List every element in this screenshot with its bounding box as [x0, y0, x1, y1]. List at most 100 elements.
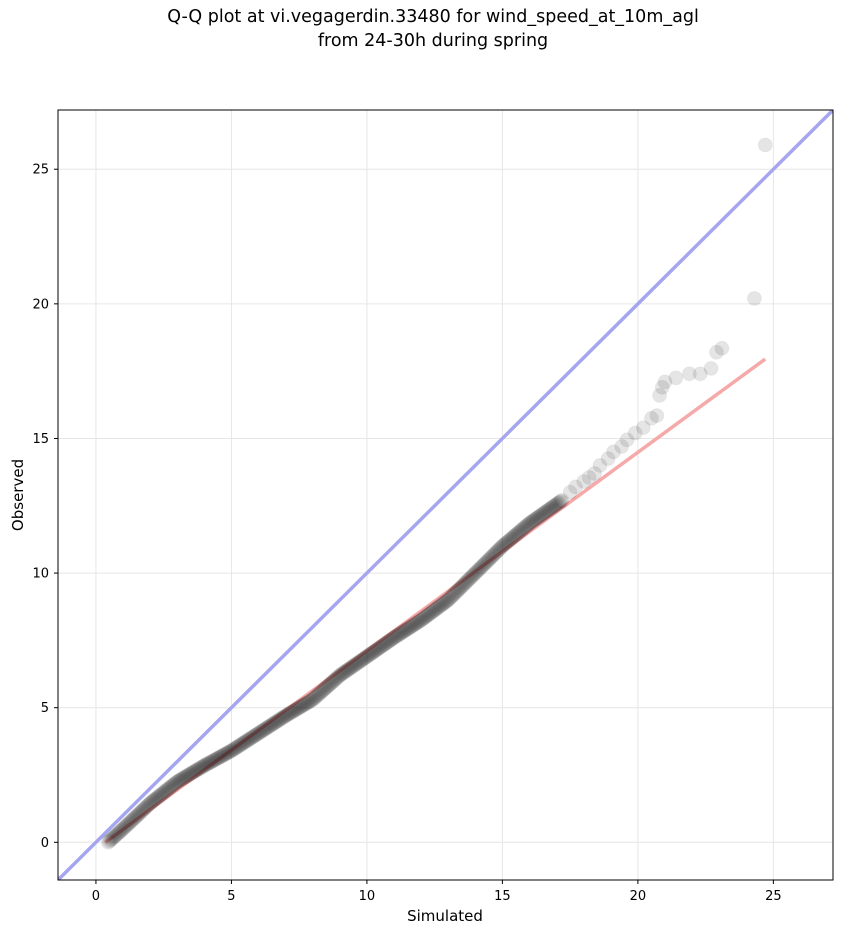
quantile-point — [450, 582, 466, 598]
quantile-point — [446, 586, 462, 602]
quantile-point — [520, 516, 536, 532]
quantile-point — [207, 752, 223, 768]
quantile-point — [362, 646, 378, 662]
quantile-point — [325, 673, 341, 689]
y-axis-label: Observed — [9, 459, 27, 531]
quantile-point — [294, 698, 310, 714]
quantile-point — [146, 792, 162, 808]
x-axis-label: Simulated — [407, 907, 483, 925]
quantile-point — [497, 536, 513, 552]
quantile-point — [350, 654, 366, 670]
quantile-point — [643, 410, 659, 426]
quantile-point — [161, 780, 177, 796]
quantile-point — [330, 669, 346, 685]
quantile-point — [390, 627, 406, 643]
fit-line — [104, 357, 767, 844]
quantile-point — [204, 753, 220, 769]
quantile-point — [475, 557, 491, 573]
quantile-point — [471, 561, 487, 577]
quantile-point — [208, 751, 224, 767]
quantile-point — [164, 778, 180, 794]
quantile-point — [524, 513, 540, 529]
quantile-point — [212, 749, 228, 765]
quantile-point — [176, 770, 192, 786]
quantile-point — [122, 815, 138, 831]
quantile-point — [177, 769, 193, 785]
quantile-point — [110, 826, 126, 842]
quantile-point — [425, 604, 441, 620]
quantile-point — [113, 822, 129, 838]
quantile-point — [256, 722, 272, 738]
quantile-point — [376, 637, 392, 653]
quantile-point — [277, 708, 293, 724]
quantile-point — [142, 795, 158, 811]
quantile-point — [510, 525, 526, 541]
quantile-point — [542, 501, 558, 517]
quantile-point — [562, 484, 578, 500]
quantile-point — [338, 663, 354, 679]
quantile-point — [287, 702, 303, 718]
quantile-point — [614, 439, 630, 455]
quantile-point — [135, 802, 151, 818]
quantile-point — [504, 530, 520, 546]
quantile-point — [324, 674, 340, 690]
quantile-point — [415, 611, 431, 627]
quantile-point — [703, 360, 719, 376]
quantile-point — [159, 782, 175, 798]
quantile-point — [447, 585, 463, 601]
quantile-point — [361, 647, 377, 663]
quantile-point — [150, 789, 166, 805]
quantile-point — [526, 512, 542, 528]
quantile-point — [426, 603, 442, 619]
quantile-point — [137, 800, 153, 816]
quantile-point — [515, 521, 531, 537]
quantile-point — [364, 645, 380, 661]
quantile-point — [549, 496, 565, 512]
quantile-point — [147, 792, 163, 808]
quantile-point — [438, 594, 454, 610]
quantile-point — [235, 735, 251, 751]
quantile-point — [197, 757, 213, 773]
quantile-point — [155, 785, 171, 801]
quantile-point — [501, 532, 517, 548]
quantile-point — [245, 729, 261, 745]
quantile-point — [162, 779, 178, 795]
chart-title-line-1: Q-Q plot at vi.vegagerdin.33480 for wind… — [167, 7, 699, 27]
quantile-point — [523, 514, 539, 530]
quantile-point — [289, 701, 305, 717]
quantile-point — [470, 562, 486, 578]
quantile-point — [188, 763, 204, 779]
quantile-point — [681, 366, 697, 382]
quantile-point — [535, 506, 551, 522]
quantile-point — [505, 529, 521, 545]
quantile-point — [422, 605, 438, 621]
quantile-point — [226, 741, 242, 757]
quantile-point — [263, 717, 279, 733]
quantile-point — [258, 720, 274, 736]
quantile-point — [385, 630, 401, 646]
quantile-point — [452, 580, 468, 596]
quantile-point — [203, 754, 219, 770]
quantile-point — [123, 813, 139, 829]
quantile-point — [170, 774, 186, 790]
quantile-point — [186, 764, 202, 780]
quantile-point — [409, 615, 425, 631]
plot-frame — [57, 109, 834, 881]
quantile-point — [757, 137, 773, 153]
quantile-point — [511, 524, 527, 540]
quantile-point — [541, 502, 557, 518]
quantile-point — [257, 721, 273, 737]
quantile-point — [116, 820, 132, 836]
quantile-point — [493, 540, 509, 556]
quantile-point — [282, 705, 298, 721]
quantile-point — [273, 711, 289, 727]
quantile-point — [449, 584, 465, 600]
quantile-point — [185, 764, 201, 780]
quantile-point — [462, 571, 478, 587]
quantile-point — [444, 588, 460, 604]
quantile-point — [546, 498, 562, 514]
quantile-point — [349, 655, 365, 671]
quantile-point — [251, 725, 267, 741]
quantile-point — [329, 670, 345, 686]
quantile-point — [174, 771, 190, 787]
